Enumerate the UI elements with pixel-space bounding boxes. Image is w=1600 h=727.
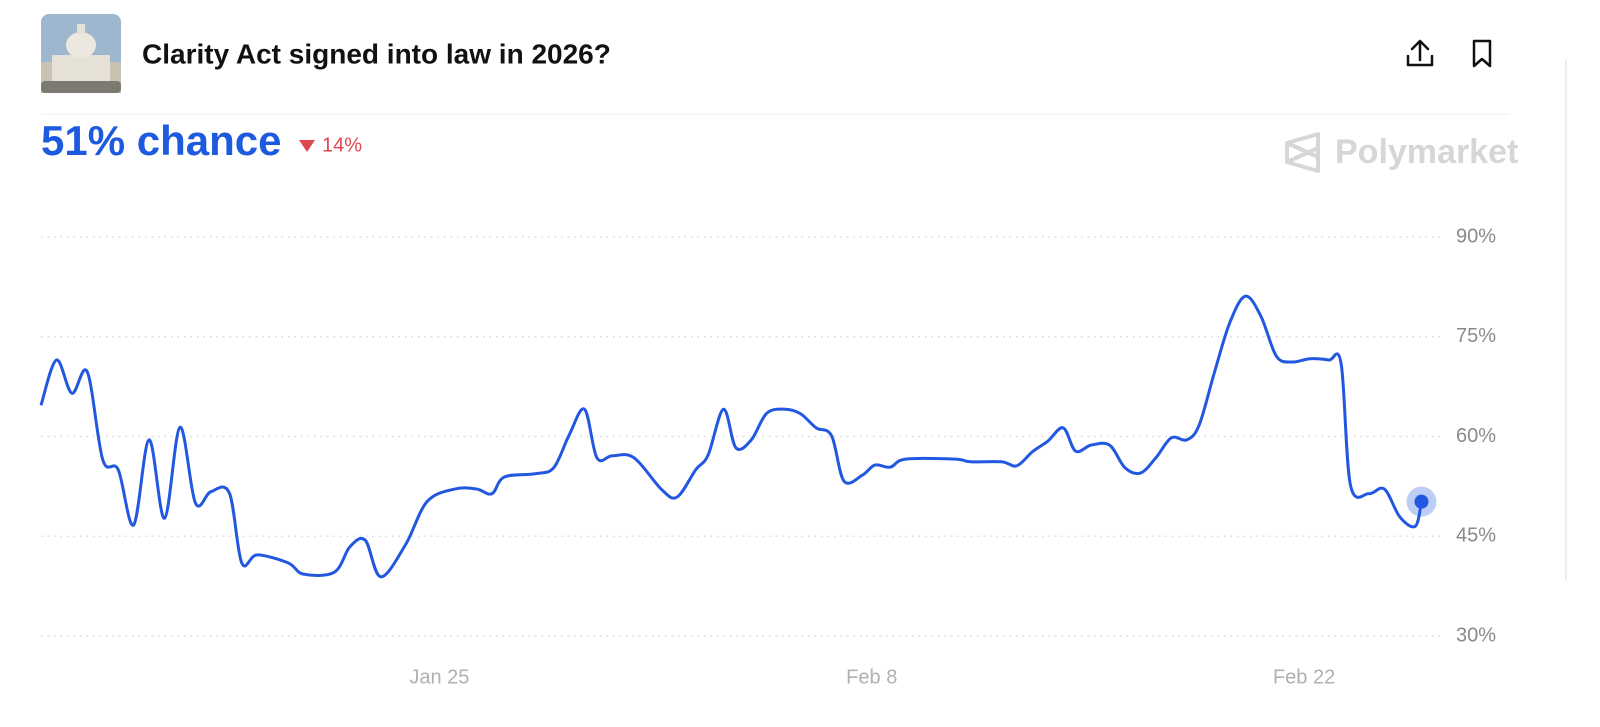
change: 14% — [322, 134, 362, 156]
y-tick-label: 90% — [1456, 225, 1496, 247]
y-tick-label: 75% — [1456, 325, 1496, 347]
brand-logo — [1285, 132, 1320, 173]
price-line — [39, 294, 1423, 579]
y-tick-label: 60% — [1456, 425, 1496, 447]
bookmark-button[interactable] — [1472, 39, 1492, 68]
x-tick-label: Jan 25 — [409, 666, 469, 688]
thumbnail — [41, 14, 121, 93]
y-tick-label: 30% — [1456, 624, 1496, 646]
share-button[interactable] — [1406, 39, 1434, 67]
current-point — [1414, 494, 1429, 509]
x-tick-label: Feb 22 — [1273, 666, 1335, 688]
x-tick-label: Feb 8 — [846, 666, 897, 688]
down-arrow — [299, 140, 315, 152]
chance: 51% chance — [41, 117, 281, 164]
brand: Polymarket — [1335, 133, 1518, 171]
title: Clarity Act signed into law in 2026? — [142, 38, 611, 69]
y-tick-label: 45% — [1456, 525, 1496, 547]
